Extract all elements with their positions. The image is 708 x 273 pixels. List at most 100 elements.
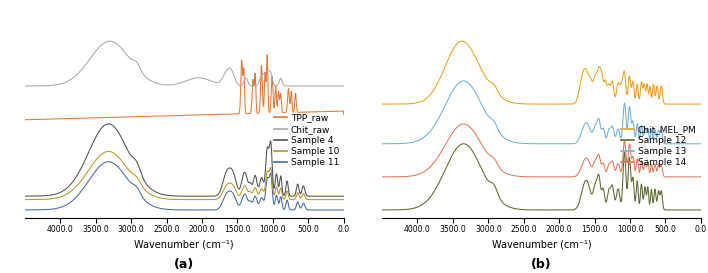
Line: Chit_MEL_PM: Chit_MEL_PM bbox=[382, 41, 701, 104]
Sample 13 bbox=[433, 119, 442, 122]
X-axis label: Wavenumber (cm⁻¹): Wavenumber (cm⁻¹) bbox=[135, 239, 234, 249]
TPP_raw bbox=[156, 114, 165, 118]
Sample 11 bbox=[299, 202, 307, 205]
Sample 12 bbox=[514, 207, 523, 211]
Line: Sample 4: Sample 4 bbox=[25, 124, 343, 196]
Sample 4 bbox=[76, 168, 84, 172]
Sample 4 bbox=[156, 192, 165, 196]
Sample 4 bbox=[339, 195, 348, 198]
Sample 13 bbox=[500, 136, 508, 140]
Sample 11 bbox=[339, 208, 348, 212]
Sample 10 bbox=[312, 198, 320, 201]
Chit_MEL_PM bbox=[656, 89, 665, 92]
Sample 14 bbox=[378, 175, 387, 179]
TPP_raw bbox=[76, 117, 84, 120]
Line: Sample 10: Sample 10 bbox=[25, 152, 343, 200]
Chit_raw bbox=[333, 84, 342, 88]
Sample 12 bbox=[459, 142, 468, 146]
Sample 11 bbox=[333, 208, 342, 212]
Chit_MEL_PM bbox=[514, 102, 523, 105]
Sample 11 bbox=[21, 208, 29, 212]
Sample 12 bbox=[667, 208, 675, 212]
Sample 4 bbox=[21, 195, 29, 198]
Chit_MEL_PM bbox=[378, 102, 387, 106]
Chit_raw bbox=[105, 40, 114, 43]
Sample 10 bbox=[339, 198, 348, 201]
Sample 12 bbox=[378, 208, 387, 212]
Chit_raw bbox=[300, 84, 309, 88]
Sample 13 bbox=[690, 142, 699, 146]
Chit_raw bbox=[156, 83, 165, 86]
Sample 13 bbox=[414, 139, 423, 142]
Sample 14 bbox=[514, 175, 523, 178]
Chit_MEL_PM bbox=[697, 102, 705, 106]
Legend: TPP_raw, Chit_raw, Sample 4, Sample 10, Sample 11: TPP_raw, Chit_raw, Sample 4, Sample 10, … bbox=[274, 114, 339, 167]
Sample 4 bbox=[312, 195, 320, 198]
Chit_MEL_PM bbox=[433, 82, 442, 85]
Sample 4 bbox=[57, 190, 65, 194]
Sample 12 bbox=[690, 208, 699, 212]
Sample 12 bbox=[414, 205, 423, 208]
TPP_raw bbox=[263, 53, 271, 57]
Sample 11 bbox=[76, 191, 84, 194]
TPP_raw bbox=[57, 117, 65, 120]
Legend: Chit_MEL_PM, Sample 12, Sample 13, Sample 14: Chit_MEL_PM, Sample 12, Sample 13, Sampl… bbox=[620, 125, 697, 167]
Chit_raw bbox=[339, 84, 348, 88]
Sample 13 bbox=[697, 142, 705, 146]
Title: (b): (b) bbox=[531, 258, 552, 271]
Chit_raw bbox=[21, 84, 29, 88]
Chit_raw bbox=[76, 70, 84, 73]
Chit_MEL_PM bbox=[667, 102, 675, 106]
Sample 11 bbox=[156, 207, 165, 210]
Chit_MEL_PM bbox=[414, 101, 423, 104]
Chit_MEL_PM bbox=[457, 40, 466, 43]
Sample 10 bbox=[333, 198, 342, 201]
TPP_raw bbox=[339, 113, 348, 116]
X-axis label: Wavenumber (cm⁻¹): Wavenumber (cm⁻¹) bbox=[491, 239, 591, 249]
Sample 14 bbox=[414, 173, 423, 176]
Sample 4 bbox=[333, 195, 342, 198]
Sample 14 bbox=[459, 122, 468, 126]
Sample 13 bbox=[514, 141, 523, 145]
TPP_raw bbox=[299, 111, 307, 114]
Sample 10 bbox=[156, 197, 165, 200]
Sample 4 bbox=[143, 183, 152, 187]
Line: Sample 13: Sample 13 bbox=[382, 81, 701, 144]
Sample 12 bbox=[656, 192, 665, 195]
Sample 12 bbox=[500, 203, 508, 206]
Line: Sample 11: Sample 11 bbox=[25, 162, 343, 210]
Sample 10 bbox=[104, 150, 113, 153]
Chit_raw bbox=[57, 82, 65, 85]
Sample 11 bbox=[57, 206, 65, 209]
Sample 10 bbox=[299, 192, 307, 195]
Line: TPP_raw: TPP_raw bbox=[25, 55, 343, 120]
Line: Sample 12: Sample 12 bbox=[382, 144, 701, 210]
Sample 10 bbox=[57, 195, 65, 198]
Sample 14 bbox=[690, 175, 699, 179]
Sample 11 bbox=[104, 160, 113, 163]
Line: Chit_raw: Chit_raw bbox=[25, 41, 343, 86]
Sample 11 bbox=[143, 201, 152, 204]
Sample 10 bbox=[143, 190, 152, 194]
Chit_MEL_PM bbox=[690, 102, 699, 106]
Chit_raw bbox=[143, 77, 152, 80]
Sample 11 bbox=[312, 208, 320, 212]
Sample 14 bbox=[666, 175, 675, 179]
Sample 10 bbox=[76, 180, 84, 184]
Sample 4 bbox=[104, 122, 113, 126]
TPP_raw bbox=[21, 119, 29, 122]
Sample 12 bbox=[433, 184, 442, 188]
Sample 14 bbox=[500, 171, 508, 174]
Sample 14 bbox=[697, 175, 705, 179]
Sample 14 bbox=[433, 156, 442, 160]
Sample 4 bbox=[299, 185, 307, 188]
Sample 10 bbox=[21, 198, 29, 201]
Sample 13 bbox=[666, 142, 675, 146]
TPP_raw bbox=[333, 109, 342, 113]
Title: (a): (a) bbox=[174, 258, 195, 271]
Sample 14 bbox=[656, 165, 665, 168]
Sample 12 bbox=[697, 208, 705, 212]
TPP_raw bbox=[143, 115, 152, 118]
Sample 13 bbox=[459, 79, 468, 82]
Chit_MEL_PM bbox=[500, 98, 508, 101]
